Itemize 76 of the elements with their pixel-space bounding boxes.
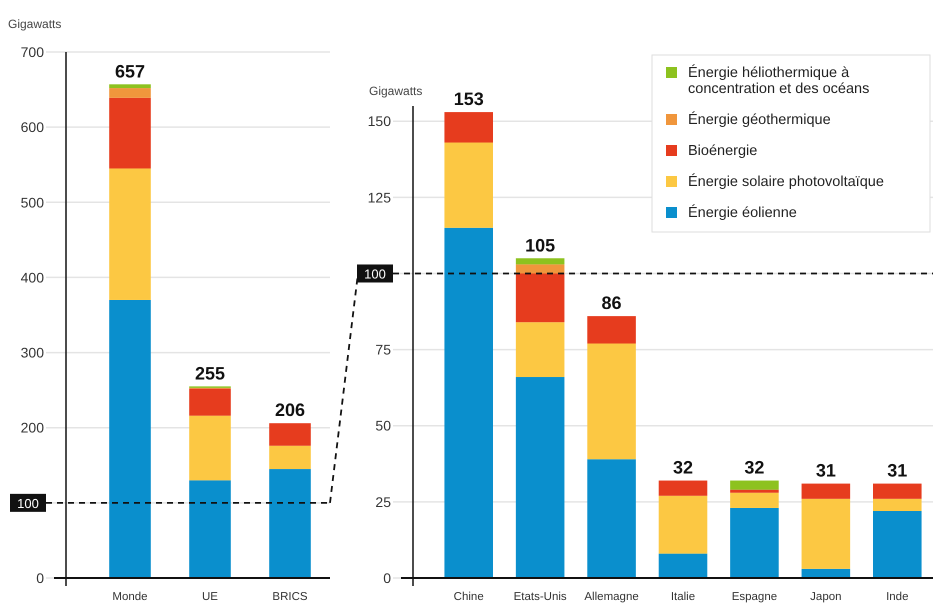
bar <box>516 322 564 378</box>
x-tick-label: Japon <box>810 591 842 603</box>
bar <box>109 168 151 300</box>
bar <box>873 511 922 578</box>
bar <box>189 416 231 480</box>
y-tick-label: 0 <box>36 570 44 586</box>
bar <box>730 492 779 508</box>
bar <box>516 258 564 264</box>
total-label: 255 <box>194 363 226 384</box>
bar <box>658 480 708 496</box>
total-label: 86 <box>602 293 622 314</box>
bar <box>658 496 708 554</box>
y-tick-label: 700 <box>20 44 44 60</box>
x-tick-label: BRICS <box>272 591 308 603</box>
total-label: 105 <box>525 235 556 256</box>
bar <box>109 98 151 168</box>
bar <box>730 508 779 578</box>
y-tick-label: 600 <box>20 119 44 136</box>
bar <box>516 273 564 322</box>
legend-label: Énergie solaire photovoltaïque <box>688 173 884 190</box>
total-label: 31 <box>816 460 836 481</box>
bar <box>444 228 493 578</box>
x-tick-label: Espagne <box>732 591 778 603</box>
x-tick-label: Etats-Unis <box>514 591 567 603</box>
bar <box>730 480 779 490</box>
bar <box>109 88 151 98</box>
legend-label: Énergie éolienne <box>688 204 797 221</box>
total-label: 657 <box>114 61 146 82</box>
bar <box>444 112 493 143</box>
total-label: 32 <box>744 458 764 478</box>
bar <box>873 498 922 512</box>
y-tick-label: 400 <box>20 269 44 286</box>
y-tick-label: 75 <box>375 342 392 358</box>
y-tick-label: 0 <box>383 570 392 586</box>
bar <box>269 469 311 578</box>
bar <box>269 446 311 470</box>
y-tick-label: 500 <box>20 194 44 210</box>
bar <box>269 423 311 446</box>
legend-label: Bioénergie <box>688 143 758 159</box>
y-axis-title: Gigawatts <box>8 17 62 31</box>
y-tick-label: 25 <box>375 494 392 510</box>
total-label: 206 <box>274 400 306 420</box>
y-tick-label: 200 <box>20 420 44 436</box>
total-label: 31 <box>887 460 908 481</box>
legend-label: Énergie héliothermique à concentration et des océans <box>688 64 870 97</box>
legend-label: Énergie géothermique <box>688 111 831 128</box>
bar <box>189 388 231 416</box>
ref-line-label: 100 <box>17 496 39 511</box>
y-tick-label: 150 <box>368 113 392 130</box>
bar <box>109 300 151 578</box>
bar <box>587 344 636 460</box>
bar <box>109 84 151 88</box>
x-tick-label: Allemagne <box>584 591 639 603</box>
x-tick-label: Chine <box>454 591 484 603</box>
y-tick-label: 125 <box>368 189 392 206</box>
bar <box>873 484 922 499</box>
bar <box>730 490 779 493</box>
bar <box>658 554 708 578</box>
bar <box>189 480 231 578</box>
x-tick-label: UE <box>202 591 218 603</box>
bar <box>802 498 850 569</box>
bar <box>516 264 564 274</box>
y-axis-title: Gigawatts <box>369 84 422 98</box>
ref-line-label: 100 <box>364 266 386 282</box>
total-label: 153 <box>454 89 484 110</box>
bar <box>516 377 564 578</box>
bar <box>802 484 850 499</box>
x-tick-label: Inde <box>886 591 908 603</box>
y-tick-label: 300 <box>20 344 44 361</box>
y-tick-label: 50 <box>375 418 392 434</box>
x-tick-label: Monde <box>112 591 148 603</box>
bar <box>587 459 636 578</box>
x-tick-label: Italie <box>670 591 696 603</box>
bar <box>587 316 636 344</box>
bar <box>444 142 493 228</box>
total-label: 32 <box>672 458 694 478</box>
